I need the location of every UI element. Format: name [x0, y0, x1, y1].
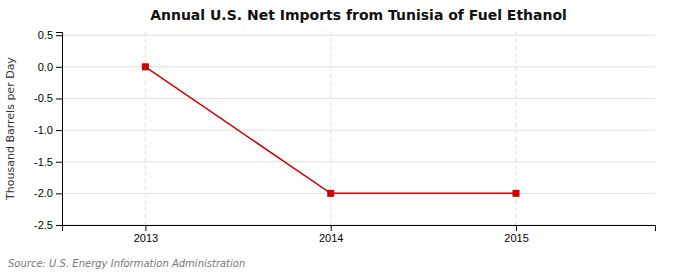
x-tick-label: 2014 [319, 232, 343, 244]
y-axis: 0.5 0.0 -0.5 -1.0 -1.5 -2.0 -2.5 [34, 29, 62, 231]
marker [327, 190, 334, 197]
y-grid-line [62, 130, 655, 131]
x-tick-label: 2013 [134, 232, 158, 244]
x-tick-label: 2015 [504, 232, 528, 244]
line [145, 67, 516, 194]
y-grid-line [62, 161, 655, 162]
x-tick-mark [516, 225, 517, 231]
y-tick: 0.5 [38, 29, 62, 41]
data [142, 63, 520, 197]
chart: 2013 2014 2015 0.5 0.0 -0.5 -1.0 -1.5 -2.0 -2.5 An… [0, 0, 675, 275]
y-tick-label: -0.5 [34, 92, 53, 104]
y-tick: -2.0 [34, 187, 62, 199]
y-tick-label: -1.0 [34, 124, 53, 136]
y-grid-line [62, 66, 655, 67]
y-tick-label: -2.5 [34, 219, 53, 231]
y-tick-label: 0.0 [38, 61, 53, 73]
y-grid-line [62, 98, 655, 99]
x-tick: 2015 [504, 225, 528, 244]
x-grid-line [145, 32, 146, 225]
y-axis-label: Thousand Barrels per Day [4, 57, 17, 201]
y-tick-label: 0.5 [38, 29, 53, 41]
marker [513, 190, 520, 197]
x-tick-mark [145, 225, 146, 231]
y-tick-mark [56, 225, 62, 226]
y-tick-mark [56, 193, 62, 194]
x-axis: 2013 2014 2015 [63, 225, 656, 244]
y-tick-mark [56, 130, 62, 131]
x-tick: 2013 [134, 225, 158, 244]
y-tick-mark [56, 35, 62, 36]
y-axis-line [56, 33, 63, 226]
y-tick-label: -2.0 [34, 187, 53, 199]
plot: 2013 2014 2015 0.5 0.0 -0.5 -1.0 -1.5 -2.0 -2.5 [34, 29, 655, 244]
marker [142, 63, 149, 70]
y-tick: -1.5 [34, 156, 62, 168]
y-tick-label: -1.5 [34, 156, 53, 168]
y-tick-mark [56, 67, 62, 68]
y-tick: 0.0 [38, 61, 62, 73]
x-axis-line [63, 226, 656, 232]
title: Annual U.S. Net Imports from Tunisia of … [150, 7, 567, 23]
y-tick-mark [56, 98, 62, 99]
x-tick-mark [331, 225, 332, 231]
x-tick: 2014 [319, 225, 343, 244]
y-tick: -2.5 [34, 219, 62, 231]
y-tick: -0.5 [34, 92, 62, 104]
source: Source: U.S. Energy Information Administ… [8, 258, 245, 269]
y-grid-line [62, 35, 655, 36]
grid [62, 32, 655, 225]
y-tick-mark [56, 162, 62, 163]
y-tick: -1.0 [34, 124, 62, 136]
